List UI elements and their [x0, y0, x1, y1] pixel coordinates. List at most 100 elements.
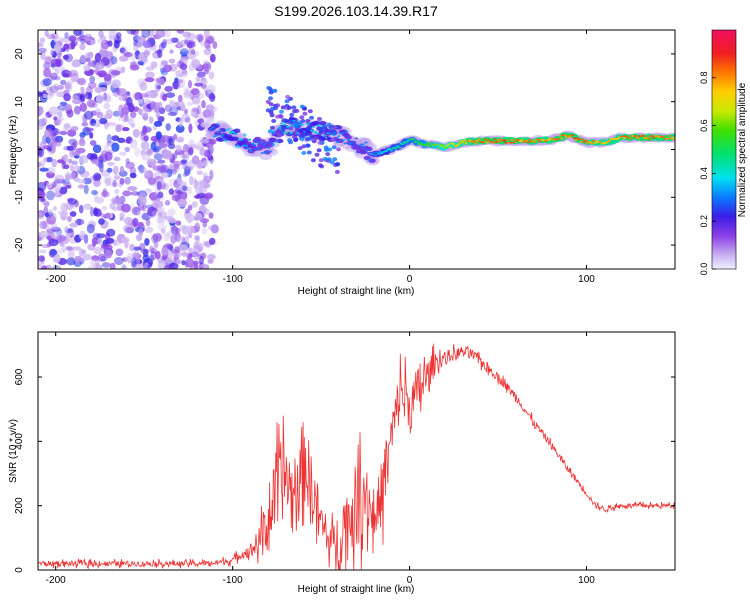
spectrogram-branch-cell [317, 116, 322, 121]
spectrogram-noise-blob [175, 124, 185, 133]
spectrogram-noise-blob [112, 179, 117, 188]
spectrogram-ridge-cell [415, 140, 419, 143]
spectrogram-ridge-cell [424, 143, 428, 145]
spectrogram-ridge-cell [574, 139, 578, 141]
spectrogram-noise-blob [132, 190, 137, 196]
spectrogram-branch-cell [284, 99, 290, 104]
spectrogram-noise-blob [118, 95, 124, 101]
spectrogram-noise-blob [70, 126, 79, 132]
spectrogram-noise-blob [176, 41, 183, 48]
snr-panel: -200 -100 0 100 0 200 400 600 Height of straig… [8, 331, 676, 595]
spectrogram-noise-blob [159, 78, 165, 86]
spectrogram-noise-blob [188, 166, 194, 171]
spectrogram-noise-blob [177, 94, 183, 103]
spectrogram-noise-blob [185, 213, 195, 223]
spectrogram-noise-blob [38, 161, 42, 167]
spectrogram-noise-blob [101, 262, 111, 268]
spectrogram-branch-cell [288, 119, 294, 124]
spectrogram-noise-blob [87, 265, 98, 269]
spectrogram-noise-blob [178, 73, 188, 78]
spectrogram-branch-cell [313, 136, 319, 140]
spectrogram-noise-blob [71, 171, 76, 180]
spectrogram-ridge-cell [356, 151, 360, 154]
spectrogram-branch-cell [306, 150, 312, 155]
spectrogram-branch-cell [288, 126, 294, 131]
spectrogram-noise-blob [148, 30, 155, 37]
spectrogram-ridge-cell [241, 144, 245, 147]
spectrogram-noise-blob [150, 196, 161, 202]
spectrogram-noise-blob [113, 40, 120, 49]
spectrogram-noise-blob [80, 38, 86, 45]
spectrogram-noise-blob [155, 78, 161, 83]
spectrogram-branch-cell [292, 130, 298, 135]
spectrogram-noise-blob [48, 106, 59, 116]
spectrogram-ridge-cell [577, 138, 581, 141]
spectrogram-noise-blob [144, 188, 152, 194]
spectrogram-noise-blob [105, 212, 111, 219]
spectrogram-noise-blob [171, 189, 181, 199]
spectrogram-noise-blob [129, 172, 137, 179]
spectrogram-noise-blob [61, 245, 68, 252]
spectrogram-noise-blob [90, 206, 95, 217]
spectrogram-noise-blob [150, 247, 157, 254]
spectrogram-ridge-cell [456, 143, 460, 146]
spectrogram-ridge-cell [314, 132, 319, 134]
spectrogram-noise-blob [84, 110, 94, 120]
spectrogram-noise-blob [49, 85, 59, 94]
spectrogram-noise-blob [201, 100, 206, 109]
spectrogram-noise-blob [175, 70, 184, 78]
spectrogram-ridge-cell [231, 136, 239, 141]
spectrogram-ridge-cell [360, 149, 368, 155]
spectrogram-noise-blob [63, 93, 71, 102]
spectrogram-noise-blob [91, 122, 102, 128]
spectrogram-noise-blob [52, 265, 62, 269]
spectrogram-noise-blob [206, 253, 216, 260]
spectrogram-noise-blob [139, 81, 148, 92]
spectrogram-noise-blob [182, 143, 189, 153]
spectrogram-noise-blob [97, 155, 104, 164]
spectrogram-ridge-cell [563, 134, 567, 137]
spectrogram-ridge-cell [340, 132, 344, 135]
spectrogram-ridge-cell [423, 144, 427, 147]
spectrogram-branch-cell [304, 137, 310, 142]
spectrogram-ridge-cell [346, 139, 350, 142]
spectrogram-noise-blob [209, 155, 214, 164]
spectrogram-branch-cell [317, 140, 323, 145]
spectrogram-ridge-cell [557, 137, 561, 140]
spectrogram-noise-blob [164, 200, 171, 206]
spectrogram-ridge-cell [233, 133, 237, 136]
spectrogram-branch-cell [318, 158, 324, 163]
spectrogram-noise-blob [105, 50, 113, 59]
spectrogram-noise-blob [176, 235, 185, 244]
spectrogram-noise-blob [133, 206, 139, 215]
spectrogram-ridge-cell [443, 147, 448, 149]
spectrogram-ridge-cell [428, 142, 432, 145]
spectrogram-noise-blob [86, 99, 96, 108]
spectrogram-ridge-cell [620, 135, 624, 138]
spectrogram-noise-blob [39, 160, 46, 166]
spectrogram-noise-blob [79, 54, 87, 64]
spectrogram-noise-blob [72, 94, 79, 104]
spectrogram-noise-blob [138, 166, 147, 173]
spectrogram-noise-blob [50, 213, 57, 222]
spectrogram-noise-blob [95, 94, 104, 104]
spectrogram-branch-cell [331, 145, 337, 150]
spectrogram-noise-blob [169, 99, 175, 107]
spectrogram-ridge-cell [571, 134, 575, 137]
spectrogram-ridge-cell [472, 139, 476, 142]
colorbar: 0.0 0.2 0.4 0.6 0.8 Normalized spectral ampl… [699, 29, 748, 275]
spectrogram-ridge-cell [267, 146, 271, 149]
spectrogram-noise-blob [145, 71, 155, 79]
spectrogram-ridge-cell [592, 140, 596, 142]
spectrogram-noise-blob [181, 251, 189, 257]
spectrogram-ridge-cell [496, 139, 500, 142]
spectrogram-noise-blob [66, 145, 74, 151]
spectrogram-noise-blob [53, 83, 59, 91]
spectrogram-noise-blob [66, 257, 76, 266]
spectrogram-noise-blob [199, 148, 207, 156]
spectrogram-noise-blob [169, 49, 174, 54]
spectrogram-noise-blob [57, 159, 64, 164]
x-tick-label: 0 [407, 575, 413, 586]
spectrogram-noise-blob [144, 170, 154, 180]
spectrogram-noise-blob [49, 144, 56, 154]
